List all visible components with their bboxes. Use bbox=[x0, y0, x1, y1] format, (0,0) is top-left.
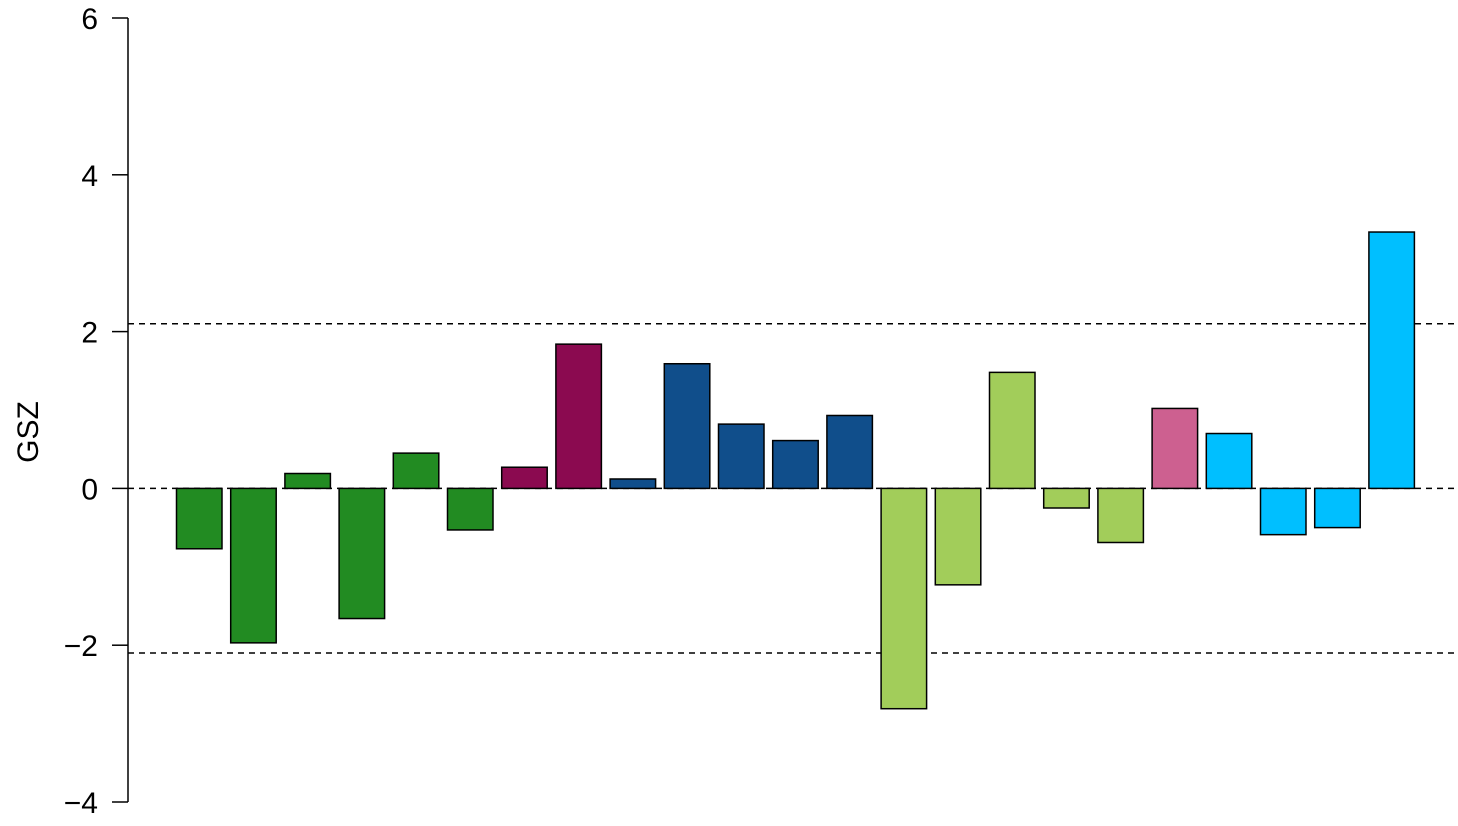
y-axis-title: GSZ bbox=[12, 401, 45, 463]
bar bbox=[1205, 432, 1253, 490]
bar bbox=[826, 414, 874, 490]
bar bbox=[609, 478, 657, 490]
bar bbox=[284, 472, 332, 490]
bar bbox=[555, 343, 603, 490]
y-tick-label: −4 bbox=[64, 787, 98, 820]
bar bbox=[880, 487, 928, 710]
bar bbox=[1259, 487, 1307, 536]
bar bbox=[988, 371, 1036, 490]
bar bbox=[771, 439, 819, 490]
bar bbox=[500, 466, 548, 490]
y-tick-label: −2 bbox=[64, 630, 98, 663]
bar bbox=[446, 487, 494, 531]
bar bbox=[663, 362, 711, 490]
bar bbox=[1042, 487, 1090, 509]
bar bbox=[1151, 407, 1199, 490]
bar bbox=[1313, 487, 1361, 529]
bar bbox=[392, 452, 440, 490]
bar bbox=[1097, 487, 1145, 544]
y-axis: −4 −2 0 2 4 6 bbox=[64, 3, 129, 820]
y-ticks: −4 −2 0 2 4 6 bbox=[64, 3, 128, 820]
y-tick-label: 4 bbox=[81, 160, 98, 193]
bar bbox=[717, 423, 765, 490]
bar bbox=[175, 487, 223, 550]
bar bbox=[229, 487, 277, 644]
y-tick-label: 6 bbox=[81, 3, 98, 36]
bar bbox=[934, 487, 982, 586]
y-tick-label: 2 bbox=[81, 317, 98, 350]
y-tick-label: 0 bbox=[81, 473, 98, 506]
bar bbox=[338, 487, 386, 620]
bar bbox=[1368, 231, 1416, 490]
bars bbox=[175, 231, 1416, 710]
